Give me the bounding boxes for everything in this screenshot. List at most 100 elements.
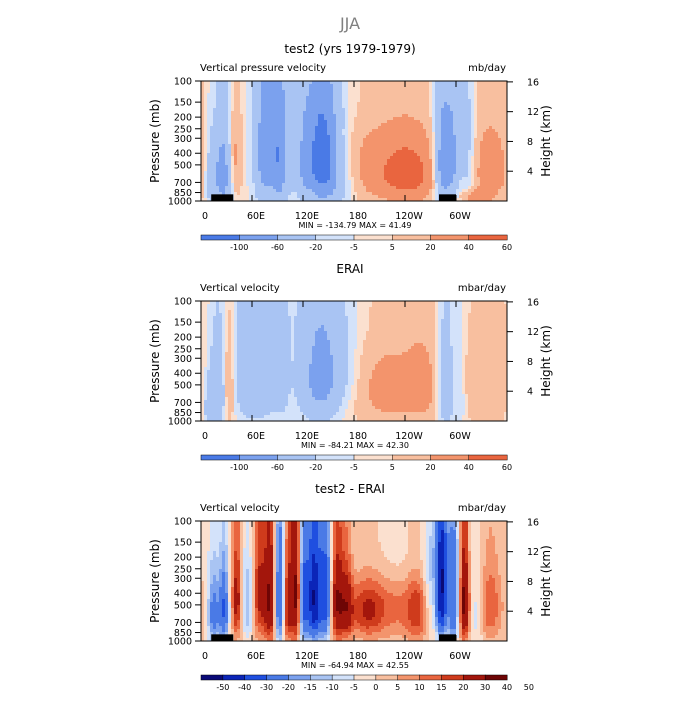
heatmap-cell [471, 150, 474, 153]
heatmap-cell [282, 165, 285, 168]
heatmap-cell [246, 114, 249, 117]
heatmap-cell [219, 406, 222, 409]
heatmap-cell [276, 90, 279, 93]
heatmap-cell [216, 364, 219, 367]
heatmap-cell [486, 174, 489, 177]
heatmap-cell [384, 117, 387, 120]
heatmap-cell [483, 141, 486, 144]
heatmap-cell [321, 129, 324, 132]
heatmap-cell [216, 316, 219, 319]
heatmap-cell [249, 310, 252, 313]
heatmap-cell [207, 382, 210, 385]
heatmap-cell [462, 84, 465, 87]
heatmap-cell [237, 159, 240, 162]
heatmap-cell [369, 84, 372, 87]
heatmap-cell [300, 189, 303, 192]
heatmap-cell [240, 93, 243, 96]
heatmap-cell [210, 180, 213, 183]
heatmap-cell [249, 105, 252, 108]
heatmap-cell [213, 135, 216, 138]
heatmap-cell [228, 156, 231, 159]
heatmap-cell [246, 304, 249, 307]
heatmap-cell [246, 391, 249, 394]
y-axis-label: Pressure (mb) [148, 99, 162, 183]
heatmap-cell [459, 165, 462, 168]
heatmap-cell [477, 90, 480, 93]
heatmap-cell [405, 186, 408, 189]
heatmap-cell [459, 120, 462, 123]
heatmap-cell [444, 177, 447, 180]
heatmap-cell [246, 346, 249, 349]
heatmap-cell [474, 93, 477, 96]
heatmap-cell [288, 123, 291, 126]
heatmap-cell [273, 93, 276, 96]
heatmap-cell [231, 322, 234, 325]
heatmap-cell [411, 87, 414, 90]
heatmap-cell [312, 90, 315, 93]
heatmap-cell [216, 183, 219, 186]
heatmap-cell [366, 105, 369, 108]
heatmap-cell [396, 93, 399, 96]
heatmap-cell [333, 84, 336, 87]
heatmap-cell [231, 394, 234, 397]
heatmap-cell [378, 195, 381, 198]
heatmap-cell [423, 177, 426, 180]
heatmap-cell [243, 340, 246, 343]
heatmap-cell [207, 159, 210, 162]
heatmap-cell [357, 96, 360, 99]
heatmap-cell [471, 168, 474, 171]
heatmap-cell [267, 183, 270, 186]
heatmap-cell [393, 195, 396, 198]
heatmap-cell [438, 153, 441, 156]
heatmap-cell [255, 403, 258, 406]
heatmap-cell [468, 177, 471, 180]
heatmap-cell [378, 99, 381, 102]
heatmap-cell [261, 403, 264, 406]
heatmap-cell [354, 135, 357, 138]
heatmap-cell [246, 322, 249, 325]
heatmap-cell [213, 177, 216, 180]
heatmap-cell [417, 138, 420, 141]
heatmap-cell [312, 108, 315, 111]
heatmap-cell [213, 409, 216, 412]
heatmap-cell [381, 156, 384, 159]
heatmap-cell [417, 141, 420, 144]
heatmap-cell [246, 343, 249, 346]
heatmap-cell [255, 340, 258, 343]
heatmap-cell [339, 141, 342, 144]
heatmap-cell [393, 141, 396, 144]
heatmap-cell [267, 123, 270, 126]
heatmap-cell [255, 195, 258, 198]
heatmap-cell [408, 192, 411, 195]
heatmap-cell [384, 159, 387, 162]
heatmap-cell [213, 156, 216, 159]
heatmap-cell [339, 165, 342, 168]
heatmap-cell [291, 99, 294, 102]
heatmap-cell [261, 319, 264, 322]
heatmap-cell [381, 153, 384, 156]
heatmap-cell [207, 337, 210, 340]
heatmap-cell [291, 186, 294, 189]
heatmap-cell [399, 132, 402, 135]
heatmap [201, 301, 507, 421]
heatmap-cell [249, 180, 252, 183]
heatmap-cell [243, 156, 246, 159]
heatmap-cell [420, 90, 423, 93]
heatmap-cell [390, 102, 393, 105]
heatmap-cell [381, 132, 384, 135]
heatmap-cell [282, 108, 285, 111]
heatmap-cell [420, 183, 423, 186]
heatmap-cell [261, 367, 264, 370]
heatmap-cell [387, 84, 390, 87]
heatmap-cell [360, 186, 363, 189]
heatmap-cell [282, 162, 285, 165]
heatmap-cell [435, 153, 438, 156]
heatmap-cell [456, 123, 459, 126]
heatmap-cell [348, 195, 351, 198]
heatmap-cell [411, 171, 414, 174]
heatmap-cell [486, 159, 489, 162]
heatmap-cell [273, 168, 276, 171]
heatmap-cell [345, 108, 348, 111]
heatmap-cell [333, 111, 336, 114]
heatmap-cell [405, 99, 408, 102]
